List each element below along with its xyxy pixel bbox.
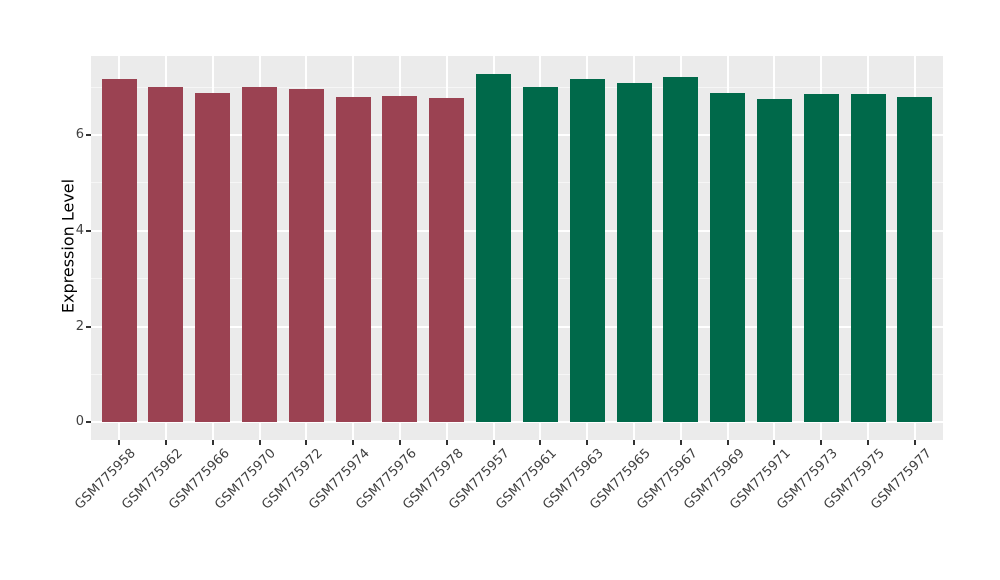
y-axis-tick-label: 2 bbox=[75, 318, 84, 334]
y-axis-tick bbox=[86, 325, 91, 328]
x-axis-tick bbox=[118, 440, 121, 445]
x-axis-tick bbox=[258, 440, 261, 445]
y-axis-tick-label: 4 bbox=[75, 222, 84, 238]
bar-GSM775969 bbox=[710, 92, 746, 423]
bar-GSM775962 bbox=[148, 86, 184, 423]
bar-GSM775973 bbox=[803, 93, 839, 423]
bar-GSM775967 bbox=[663, 76, 699, 423]
y-axis-tick bbox=[86, 421, 91, 424]
x-axis-tick bbox=[211, 440, 214, 445]
bar-GSM775963 bbox=[569, 78, 605, 423]
bar-GSM775961 bbox=[522, 86, 558, 423]
x-axis-tick bbox=[305, 440, 308, 445]
gridline-major bbox=[91, 325, 943, 328]
bar-GSM775958 bbox=[101, 78, 137, 423]
bar-GSM775957 bbox=[476, 73, 512, 423]
gridline-minor bbox=[91, 373, 943, 375]
bar-GSM775974 bbox=[335, 96, 371, 423]
x-axis-tick bbox=[164, 440, 167, 445]
bar-GSM775978 bbox=[429, 97, 465, 423]
bar-GSM775972 bbox=[288, 88, 324, 423]
y-axis-tick bbox=[86, 229, 91, 232]
bar-GSM775976 bbox=[382, 95, 418, 423]
gridline-major bbox=[91, 229, 943, 232]
x-axis-tick bbox=[633, 440, 636, 445]
x-axis-tick bbox=[867, 440, 870, 445]
x-axis-tick bbox=[913, 440, 916, 445]
bar-GSM775970 bbox=[242, 86, 278, 423]
gridline-major bbox=[91, 421, 943, 424]
bar-GSM775966 bbox=[195, 92, 231, 423]
bar-GSM775977 bbox=[897, 97, 933, 423]
x-axis-tick bbox=[445, 440, 448, 445]
bar-GSM775975 bbox=[850, 93, 886, 423]
x-axis-tick bbox=[352, 440, 355, 445]
bar-GSM775965 bbox=[616, 83, 652, 423]
y-axis-tick bbox=[86, 134, 91, 136]
x-axis-tick bbox=[398, 440, 401, 445]
x-axis-tick bbox=[820, 440, 823, 445]
x-axis-tick bbox=[539, 440, 542, 445]
gridline-minor bbox=[91, 86, 943, 88]
x-axis-tick bbox=[679, 440, 682, 445]
plot-panel bbox=[91, 56, 943, 440]
x-axis-tick bbox=[773, 440, 776, 445]
gridline-minor bbox=[91, 182, 943, 184]
y-axis-tick-label: 6 bbox=[75, 127, 84, 142]
bar-GSM775971 bbox=[756, 98, 792, 423]
x-axis-tick bbox=[586, 440, 589, 445]
gridline-major bbox=[91, 134, 943, 136]
y-axis-tick-label: 0 bbox=[75, 414, 84, 430]
gridline-minor bbox=[91, 278, 943, 280]
y-axis-title: Expression Level bbox=[58, 178, 78, 314]
x-axis-tick bbox=[492, 440, 495, 445]
x-axis-tick bbox=[726, 440, 729, 445]
